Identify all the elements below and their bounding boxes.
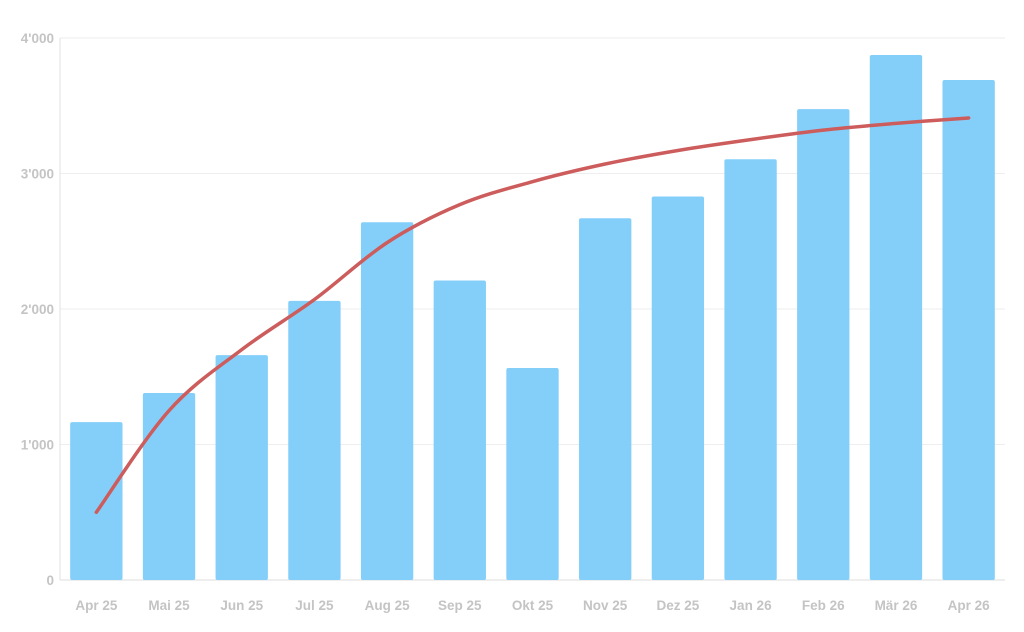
bar[interactable] <box>215 355 268 580</box>
x-tick-label: Jun 25 <box>220 598 263 613</box>
x-tick-label: Aug 25 <box>365 598 411 613</box>
x-tick-label: Okt 25 <box>512 598 554 613</box>
x-tick-label: Jul 25 <box>295 598 334 613</box>
y-tick-label: 2'000 <box>21 302 54 317</box>
x-axis: Apr 25 Mai 25 Jun 25 Jul 25 Aug 25 Sep 25 Okt … <box>75 598 990 613</box>
bar[interactable] <box>724 159 777 580</box>
bar[interactable] <box>70 422 123 580</box>
bar[interactable] <box>579 218 632 580</box>
x-tick-label: Mai 25 <box>148 598 190 613</box>
bar[interactable] <box>360 222 414 580</box>
bar[interactable] <box>651 196 705 580</box>
bar[interactable] <box>433 280 486 580</box>
y-tick-label: 0 <box>46 573 54 588</box>
y-tick-label: 1'000 <box>21 438 54 453</box>
bar[interactable] <box>506 367 559 580</box>
y-tick-label: 4'000 <box>21 31 54 46</box>
trend-line <box>94 116 971 514</box>
x-tick-label: Sep 25 <box>438 598 482 613</box>
bar[interactable] <box>869 54 923 580</box>
x-tick-label: Apr 25 <box>75 598 118 613</box>
x-tick-label: Jan 26 <box>730 598 773 613</box>
x-tick-label: Apr 26 <box>948 598 991 613</box>
x-tick-label: Mär 26 <box>875 598 918 613</box>
bar[interactable] <box>142 393 196 580</box>
bar[interactable] <box>288 300 341 580</box>
bar[interactable] <box>797 109 850 580</box>
x-tick-label: Dez 25 <box>656 598 699 613</box>
y-axis: 0 1'000 2'000 3'000 4'000 <box>21 31 61 588</box>
x-tick-label: Feb 26 <box>802 598 845 613</box>
x-tick-label: Nov 25 <box>583 598 628 613</box>
trend-line-path <box>94 116 971 514</box>
y-tick-label: 3'000 <box>21 167 54 182</box>
bar[interactable] <box>942 80 995 580</box>
bars <box>70 54 995 580</box>
